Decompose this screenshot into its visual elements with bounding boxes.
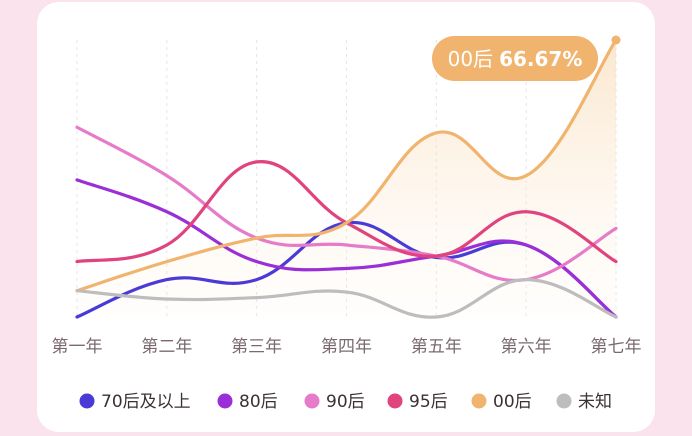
series-line-5 bbox=[75, 38, 618, 293]
area-fill-layer bbox=[77, 40, 616, 317]
x-axis-ticks: 第一年 第二年 第三年 第四年 第五年 第六年 第七年 bbox=[52, 337, 642, 357]
x-tick-label: 第三年 bbox=[231, 337, 282, 357]
x-tick-label: 第七年 bbox=[591, 337, 642, 357]
x-tick-label: 第五年 bbox=[411, 337, 462, 357]
legend-item: 80后 bbox=[217, 392, 278, 412]
legend-item: 95后 bbox=[387, 392, 448, 412]
legend-item: 未知 bbox=[556, 392, 612, 412]
callout-label: 00后 66.67% bbox=[448, 47, 583, 71]
legend-item: 90后 bbox=[304, 392, 365, 412]
x-tick-label: 第四年 bbox=[321, 337, 372, 357]
x-tick-label: 第二年 bbox=[141, 337, 192, 357]
legend-label: 95后 bbox=[409, 392, 448, 412]
legend-swatch bbox=[79, 393, 95, 409]
legend-swatch bbox=[556, 393, 572, 409]
legend-item: 00后 bbox=[471, 392, 532, 412]
series-area-5 bbox=[77, 40, 616, 317]
callout-point bbox=[611, 35, 621, 45]
x-tick-label: 第六年 bbox=[501, 337, 552, 357]
x-tick-label: 第一年 bbox=[52, 337, 103, 357]
value-callout: 00后 66.67% bbox=[432, 35, 621, 81]
legend-label: 70后及以上 bbox=[101, 392, 191, 412]
legend-label: 00后 bbox=[493, 392, 532, 412]
legend: 70后及以上 80后 90后 95后 00后 未知 bbox=[79, 392, 612, 412]
legend-swatch bbox=[387, 393, 403, 409]
legend-label: 90后 bbox=[326, 392, 365, 412]
legend-label: 80后 bbox=[239, 392, 278, 412]
callout-series-name: 00后 bbox=[448, 47, 493, 71]
legend-label: 未知 bbox=[578, 392, 612, 412]
legend-swatch bbox=[217, 393, 233, 409]
series-line-6 bbox=[75, 278, 618, 319]
callout-bubble bbox=[432, 36, 598, 81]
series-lines bbox=[75, 38, 618, 319]
callout-value: 66.67% bbox=[499, 47, 582, 71]
legend-swatch bbox=[304, 393, 320, 409]
series-line-2 bbox=[75, 178, 618, 319]
legend-swatch bbox=[471, 393, 487, 409]
legend-item: 70后及以上 bbox=[79, 392, 191, 412]
